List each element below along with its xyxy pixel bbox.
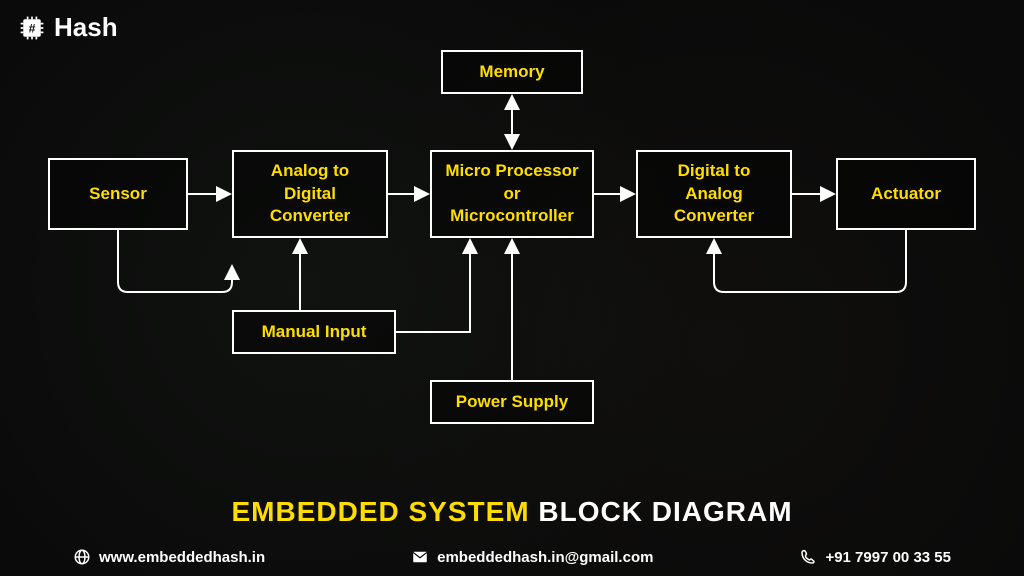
block-label: Analog toDigitalConverter xyxy=(270,160,350,229)
block-label: Power Supply xyxy=(456,391,568,414)
block-power-supply: Power Supply xyxy=(430,380,594,424)
footer-website-text: www.embeddedhash.in xyxy=(99,549,265,566)
block-label: Micro ProcessororMicrocontroller xyxy=(445,160,578,229)
block-memory: Memory xyxy=(441,50,583,94)
block-label: Manual Input xyxy=(262,321,367,344)
globe-icon xyxy=(73,548,91,566)
block-dac: Digital toAnalogConverter xyxy=(636,150,792,238)
block-label: Actuator xyxy=(871,183,941,206)
footer-email-text: embeddedhash.in@gmail.com xyxy=(437,549,653,566)
block-diagram: Memory Sensor Analog toDigitalConverter … xyxy=(0,0,1024,576)
block-adc: Analog toDigitalConverter xyxy=(232,150,388,238)
footer-email: embeddedhash.in@gmail.com xyxy=(411,548,653,566)
mail-icon xyxy=(411,548,429,566)
footer-website: www.embeddedhash.in xyxy=(73,548,265,566)
block-label: Sensor xyxy=(89,183,147,206)
block-actuator: Actuator xyxy=(836,158,976,230)
block-label: Memory xyxy=(479,61,544,84)
block-sensor: Sensor xyxy=(48,158,188,230)
phone-icon xyxy=(799,548,817,566)
diagram-title: EMBEDDED SYSTEM BLOCK DIAGRAM xyxy=(0,496,1024,528)
title-part1: EMBEDDED SYSTEM xyxy=(231,496,529,527)
footer: www.embeddedhash.in embeddedhash.in@gmai… xyxy=(0,548,1024,566)
block-manual-input: Manual Input xyxy=(232,310,396,354)
block-label: Digital toAnalogConverter xyxy=(674,160,754,229)
block-mcu: Micro ProcessororMicrocontroller xyxy=(430,150,594,238)
footer-phone: +91 7997 00 33 55 xyxy=(799,548,951,566)
footer-phone-text: +91 7997 00 33 55 xyxy=(825,549,951,566)
title-part2: BLOCK DIAGRAM xyxy=(538,496,792,527)
